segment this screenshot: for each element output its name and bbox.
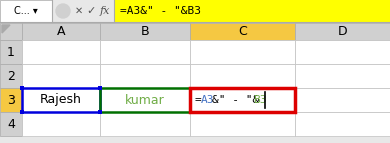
Text: C: C (238, 25, 247, 38)
FancyBboxPatch shape (98, 86, 102, 90)
Text: B3: B3 (253, 95, 266, 105)
Text: =: = (195, 95, 202, 105)
FancyBboxPatch shape (295, 112, 390, 136)
Text: 2: 2 (7, 69, 15, 83)
FancyBboxPatch shape (20, 110, 24, 114)
FancyBboxPatch shape (0, 0, 390, 22)
FancyBboxPatch shape (100, 88, 190, 112)
Text: Rajesh: Rajesh (40, 94, 82, 107)
Text: &" - "&: &" - "& (213, 95, 260, 105)
FancyBboxPatch shape (190, 112, 295, 136)
FancyBboxPatch shape (0, 40, 22, 64)
Text: fx: fx (100, 6, 110, 16)
Text: 1: 1 (7, 45, 15, 58)
FancyBboxPatch shape (295, 64, 390, 88)
FancyBboxPatch shape (0, 88, 22, 112)
FancyBboxPatch shape (115, 0, 390, 22)
Text: C... ▾: C... ▾ (14, 6, 38, 16)
FancyBboxPatch shape (0, 0, 52, 22)
FancyBboxPatch shape (100, 23, 190, 40)
Text: B: B (141, 25, 149, 38)
Text: A: A (57, 25, 65, 38)
FancyBboxPatch shape (22, 88, 100, 112)
FancyBboxPatch shape (20, 86, 24, 90)
FancyBboxPatch shape (0, 112, 22, 136)
FancyBboxPatch shape (22, 112, 100, 136)
Text: kumar: kumar (125, 94, 165, 107)
Text: 3: 3 (7, 94, 15, 107)
FancyBboxPatch shape (22, 23, 100, 40)
Text: =A3&" - "&B3: =A3&" - "&B3 (120, 6, 201, 16)
FancyBboxPatch shape (0, 23, 22, 40)
Text: D: D (338, 25, 347, 38)
Circle shape (56, 4, 70, 18)
FancyBboxPatch shape (295, 23, 390, 40)
FancyBboxPatch shape (100, 64, 190, 88)
Polygon shape (2, 25, 10, 33)
FancyBboxPatch shape (295, 88, 390, 112)
FancyBboxPatch shape (190, 88, 295, 112)
FancyBboxPatch shape (100, 112, 190, 136)
FancyBboxPatch shape (98, 110, 102, 114)
FancyBboxPatch shape (0, 64, 22, 88)
FancyBboxPatch shape (190, 40, 295, 64)
FancyBboxPatch shape (190, 88, 295, 112)
FancyBboxPatch shape (22, 40, 100, 64)
FancyBboxPatch shape (190, 64, 295, 88)
Text: ✓: ✓ (86, 6, 96, 16)
FancyBboxPatch shape (22, 64, 100, 88)
Text: A3: A3 (201, 95, 214, 105)
Text: 4: 4 (7, 118, 15, 131)
FancyBboxPatch shape (295, 40, 390, 64)
Text: ✕: ✕ (75, 6, 83, 16)
FancyBboxPatch shape (100, 40, 190, 64)
FancyBboxPatch shape (190, 23, 295, 40)
